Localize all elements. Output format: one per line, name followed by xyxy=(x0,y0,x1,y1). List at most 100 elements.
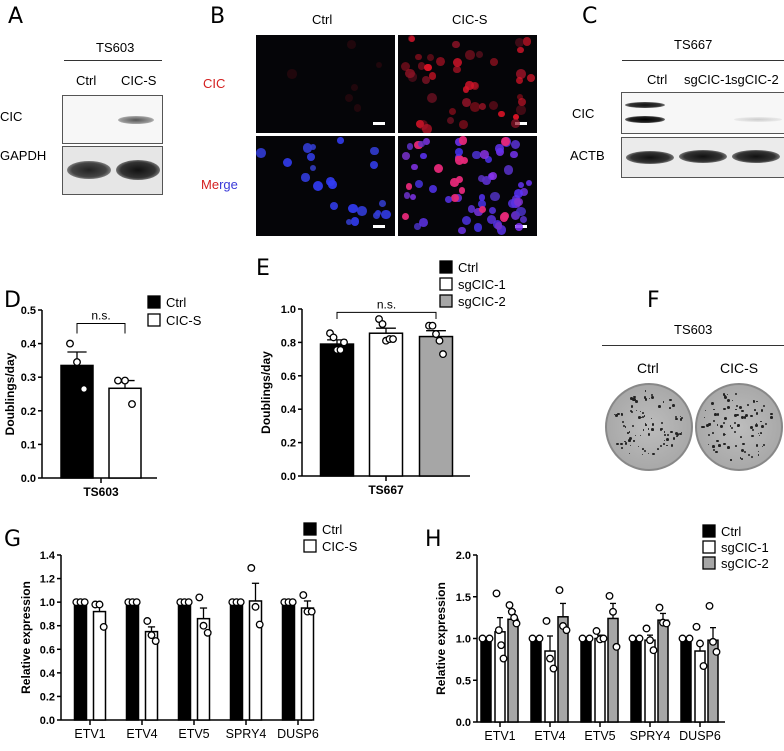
cell-nucleus xyxy=(401,213,409,221)
cell-nucleus xyxy=(450,193,460,203)
micrograph-cics-merge xyxy=(398,136,537,236)
colony xyxy=(704,416,706,419)
legend-label-g-cic-s: CIC-S xyxy=(322,539,358,554)
cell-nucleus xyxy=(452,40,460,49)
data-point-e xyxy=(378,320,387,328)
cell-nucleus xyxy=(516,105,526,115)
colony xyxy=(630,411,633,414)
data-point-g xyxy=(147,631,156,640)
cell-nucleus xyxy=(446,117,454,125)
colony xyxy=(732,400,734,402)
colony xyxy=(644,390,647,392)
significance-bracket-d xyxy=(76,322,126,334)
cell-nucleus xyxy=(512,114,519,121)
colony xyxy=(741,409,744,412)
colony xyxy=(659,428,663,431)
colony xyxy=(755,423,758,427)
bar-g-cic-s-spry4 xyxy=(248,600,263,721)
cell-nucleus xyxy=(426,93,437,104)
legend-label-d-ctrl: Ctrl xyxy=(166,295,186,310)
data-point-e xyxy=(336,345,345,354)
legend-swatch-d-cic-s xyxy=(147,313,161,327)
y-tick-label-d: 0.5 xyxy=(21,305,36,317)
colony xyxy=(734,430,737,433)
column-label-cics-f: CIC-S xyxy=(720,360,759,376)
y-tick-label-d: 0.0 xyxy=(21,473,36,485)
cell-nucleus xyxy=(470,81,480,90)
y-tick-label-d: 0.1 xyxy=(21,439,36,451)
cell-nucleus xyxy=(309,144,316,151)
data-point-g xyxy=(307,607,316,616)
data-point-g xyxy=(288,598,297,607)
colony xyxy=(707,433,710,436)
colony xyxy=(712,445,715,448)
bar-d-cic-s-ts603 xyxy=(108,387,142,479)
colony xyxy=(741,416,744,419)
cell-nucleus xyxy=(452,57,462,67)
cell-nucleus xyxy=(375,61,382,68)
cell-nucleus xyxy=(498,110,505,117)
x-tick-label-e: TS667 xyxy=(368,483,404,497)
y-axis-title-g: Relative expression xyxy=(19,581,33,694)
cell-nucleus xyxy=(420,152,427,160)
cell-nucleus xyxy=(379,200,386,208)
data-point-h xyxy=(528,634,537,643)
lane-label-ctrl-c: Ctrl xyxy=(647,72,668,87)
data-point-h xyxy=(499,654,508,663)
colony xyxy=(738,405,742,409)
colony xyxy=(730,425,732,427)
cell-nucleus xyxy=(350,217,360,226)
colony xyxy=(746,403,749,406)
y-tick-label-e: 0.2 xyxy=(281,438,296,450)
colony xyxy=(634,435,636,437)
cell-nucleus xyxy=(287,69,297,79)
colony xyxy=(734,408,737,411)
colony xyxy=(624,426,626,428)
western-blot-cic-a xyxy=(62,95,163,144)
colony xyxy=(726,393,729,396)
data-point-h xyxy=(628,634,637,643)
cell-nucleus xyxy=(357,206,367,216)
cell-nucleus xyxy=(454,155,464,165)
colony xyxy=(638,415,641,419)
data-point-h xyxy=(699,662,708,671)
colony xyxy=(639,434,641,436)
x-tick-label-g: SPRY4 xyxy=(226,727,267,741)
cell-nucleus xyxy=(405,183,412,190)
cell-nucleus xyxy=(372,211,380,219)
cell-nucleus xyxy=(513,197,523,207)
colony xyxy=(756,412,759,415)
legend-label-e-ctrl: Ctrl xyxy=(458,260,478,275)
cell-line-label-f: TS603 xyxy=(674,322,713,337)
cell-nucleus xyxy=(460,156,468,165)
cell-nucleus xyxy=(433,163,443,174)
cell-nucleus xyxy=(478,102,487,110)
y-tick-label-h: 0.5 xyxy=(456,675,471,687)
micrograph-ctrl-cic xyxy=(256,35,395,133)
data-point-e xyxy=(428,321,437,330)
colony xyxy=(620,413,624,416)
data-point-g xyxy=(95,600,104,609)
colony xyxy=(629,409,633,413)
colony xyxy=(620,442,623,446)
data-point-d xyxy=(121,376,129,385)
panel-label-c: C xyxy=(582,4,598,29)
cell-nucleus xyxy=(301,173,310,182)
panel-label-e: E xyxy=(256,256,270,281)
colony xyxy=(730,426,733,430)
legend-label-h-ctrl: Ctrl xyxy=(721,524,741,539)
cell-nucleus xyxy=(478,193,486,201)
cell-nucleus xyxy=(511,140,521,150)
data-point-h xyxy=(494,626,503,635)
micrograph-ctrl-merge xyxy=(256,136,395,236)
cell-nucleus xyxy=(510,150,518,159)
cell-nucleus xyxy=(435,56,445,66)
panel-label-b: B xyxy=(210,4,226,29)
colony xyxy=(730,459,732,461)
colony xyxy=(639,416,642,419)
colony xyxy=(712,449,715,452)
cell-nucleus xyxy=(337,137,344,144)
cell-nucleus xyxy=(515,77,523,85)
bar-g-cic-s-dusp6 xyxy=(300,607,315,721)
y-tick-label-h: 1.5 xyxy=(456,592,471,604)
